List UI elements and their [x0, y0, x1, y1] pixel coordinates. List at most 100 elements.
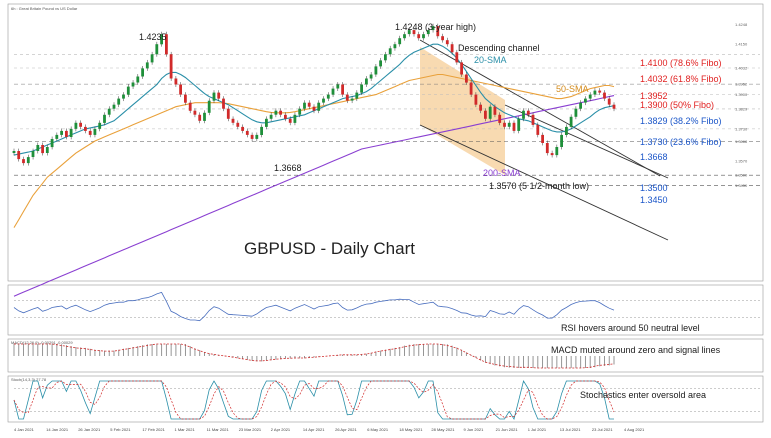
candle-body	[117, 98, 121, 105]
candle-body	[112, 104, 116, 109]
x-tick-label: 6 May 2021	[367, 427, 389, 432]
candle-body	[150, 54, 154, 63]
candle-body	[465, 74, 468, 83]
candle-body	[555, 147, 559, 156]
x-tick-label: 2 Apr 2021	[271, 427, 291, 432]
candle-body	[365, 78, 368, 85]
candle-body	[588, 94, 592, 99]
rsi-line	[13, 291, 615, 322]
stoch-label: Stochastics enter oversold area	[580, 390, 706, 400]
x-tick-label: 21 Jun 2021	[496, 427, 519, 432]
x-tick-label: 26 Jan 2021	[78, 427, 101, 432]
y-tick-label: 1.3900	[735, 92, 748, 97]
label-3500: 1.3500	[640, 183, 668, 193]
label-channel: Descending channel	[458, 43, 540, 53]
candle-body	[231, 118, 235, 123]
candle-body	[26, 157, 30, 164]
candle-body	[245, 130, 249, 135]
instrument-label: 6h : Great Britain Pound vs US Dollar	[11, 6, 78, 11]
candle-body	[88, 130, 92, 135]
macd-label: MACD muted around zero and signal lines	[551, 345, 721, 355]
macd-signal-line	[14, 343, 615, 369]
candle-body	[503, 122, 506, 127]
x-tick-label: 23 Mar 2021	[239, 427, 262, 432]
candle-body	[441, 36, 444, 41]
candle-body	[541, 134, 544, 143]
rsi-indicator	[13, 291, 760, 322]
candle-body	[431, 26, 435, 31]
stoch-panel	[7, 375, 764, 423]
rsi-panel	[7, 284, 764, 336]
candle-body	[345, 94, 349, 101]
label-3y-high: 1.4248 (3-year high)	[395, 22, 476, 32]
candle-body	[336, 84, 340, 89]
candle-body	[307, 102, 311, 107]
candle-body	[298, 108, 302, 115]
x-tick-label: 18 May 2021	[399, 427, 423, 432]
y-axis: 1.4248 1.4150 1.4032 1.3952 1.3900 1.3829 1.37…	[735, 22, 748, 188]
candle-body	[579, 102, 582, 109]
candle-body	[279, 110, 282, 115]
x-tick-label: 5 Feb 2021	[110, 427, 131, 432]
candle-body	[498, 114, 502, 123]
candle-body	[22, 159, 25, 164]
candle-body	[255, 134, 259, 139]
candle-body	[207, 100, 211, 113]
candle-body	[445, 40, 449, 45]
candle-body	[317, 102, 321, 111]
level-lines	[14, 54, 760, 186]
candle-body	[203, 112, 206, 121]
y-tick-label: 1.4032	[735, 66, 748, 71]
candle-body	[45, 147, 49, 153]
x-tick-label: 14 Jan 2021	[46, 427, 69, 432]
macd-indicator	[13, 343, 615, 369]
y-tick-label: 1.3570	[735, 159, 748, 164]
label-high-2021: 1.4235	[139, 32, 167, 42]
channel-shading	[420, 47, 505, 175]
candle-body	[274, 110, 278, 115]
y-tick-label: 1.3500	[735, 173, 748, 178]
candle-body	[145, 62, 149, 69]
candle-body	[379, 60, 382, 67]
stoch-k-line	[13, 379, 614, 421]
x-tick-label: 4 Aug 2021	[624, 427, 645, 432]
candle-body	[493, 106, 497, 115]
candle-body	[545, 143, 549, 154]
candle-body	[217, 92, 221, 99]
macd-header: MACD(12,26,9) -0.00291 -0.00029	[11, 340, 73, 345]
candle-body	[417, 34, 421, 39]
candle-body	[326, 94, 330, 99]
candle-body	[488, 106, 492, 119]
candle-body	[103, 114, 106, 123]
candle-body	[569, 116, 573, 127]
candle-body	[474, 94, 478, 105]
candle-body	[403, 34, 406, 39]
candle-body	[603, 92, 606, 99]
x-tick-label: 9 Jun 2021	[464, 427, 485, 432]
candle-body	[126, 86, 130, 95]
label-low-mar: 1.3668	[274, 163, 302, 173]
candle-body	[179, 84, 182, 95]
candle-body	[269, 114, 273, 119]
candle-body	[426, 30, 430, 35]
y-tick-label: 1.4248	[735, 22, 748, 27]
candle-body	[350, 98, 354, 101]
candle-body	[412, 30, 416, 35]
label-fib618: 1.4032 (61.8% Fibo)	[640, 74, 722, 84]
candle-body	[226, 108, 230, 119]
candle-body	[141, 68, 144, 77]
candle-body	[522, 110, 525, 119]
x-tick-label: 26 Apr 2021	[335, 427, 357, 432]
candle-body	[212, 92, 216, 101]
label-fib786: 1.4100 (78.6% Fibo)	[640, 58, 722, 68]
candle-body	[65, 130, 68, 137]
candle-body	[41, 145, 44, 154]
candle-body	[60, 130, 63, 135]
candle-body	[469, 82, 473, 95]
candle-body	[165, 34, 168, 55]
candle-body	[284, 114, 287, 119]
channel-lower-line	[419, 124, 669, 241]
candle-body	[374, 66, 378, 75]
candle-body	[460, 62, 463, 75]
